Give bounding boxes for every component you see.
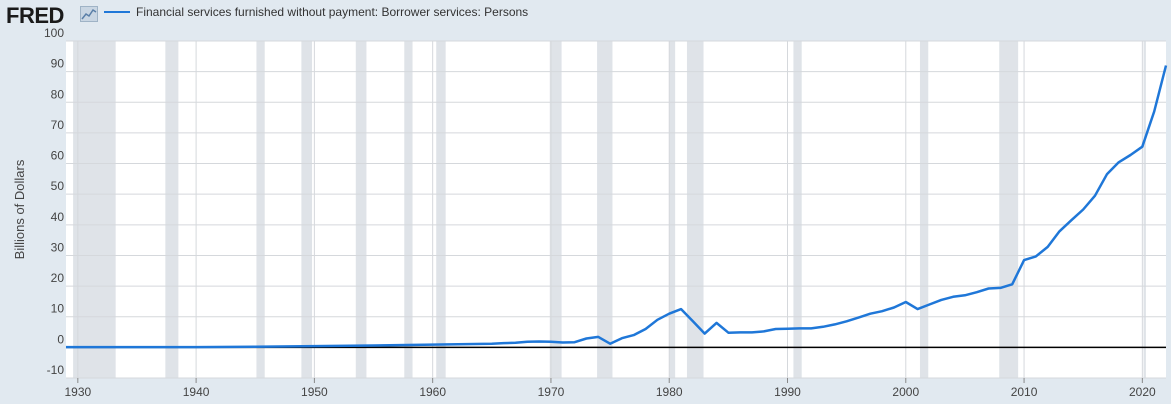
recession-band	[165, 41, 179, 378]
x-tick-label: 1930	[64, 385, 91, 399]
y-tick-label: 80	[51, 87, 65, 101]
recession-band	[73, 41, 116, 378]
recession-band	[999, 41, 1019, 378]
recession-band	[793, 41, 802, 378]
fred-logo[interactable]: FRED	[6, 3, 64, 28]
recession-band	[1143, 41, 1146, 378]
recession-band	[597, 41, 613, 378]
recession-shading	[73, 41, 1146, 378]
y-tick-label: 70	[51, 118, 65, 132]
y-tick-label: 90	[51, 57, 65, 71]
x-tick-label: 1950	[301, 385, 328, 399]
recession-band	[404, 41, 413, 378]
recession-band	[355, 41, 367, 378]
legend-line-swatch	[104, 11, 130, 13]
recession-band	[301, 41, 313, 378]
x-tick-label: 2020	[1129, 385, 1156, 399]
recession-band	[549, 41, 562, 378]
x-tick-label: 1970	[538, 385, 565, 399]
y-tick-label: -10	[47, 363, 65, 377]
recession-band	[436, 41, 446, 378]
x-tick-label: 1960	[419, 385, 446, 399]
x-tick-label: 1940	[183, 385, 210, 399]
chart-logo-icon	[80, 6, 98, 22]
x-tick-label: 2010	[1011, 385, 1038, 399]
chart-header: FRED Financial services furnished withou…	[0, 0, 1171, 34]
recession-band	[686, 41, 704, 378]
y-tick-label: 100	[44, 26, 64, 40]
y-tick-label: 50	[51, 179, 65, 193]
y-axis-ticks: -10 0 10 20 30 40 50 60 70 80 90 100	[44, 26, 64, 377]
series-line[interactable]	[66, 65, 1168, 349]
x-tick-label: 2000	[892, 385, 919, 399]
recession-band	[669, 41, 676, 378]
x-tick-label: 1990	[774, 385, 801, 399]
x-tick-label: 1980	[656, 385, 683, 399]
chart-legend: Financial services furnished without pay…	[104, 5, 528, 19]
plot-background	[66, 41, 1166, 378]
y-tick-label: 40	[51, 210, 65, 224]
y-tick-label: 0	[57, 332, 64, 346]
legend-label: Financial services furnished without pay…	[136, 5, 529, 19]
x-axis-ticks: 1930 1940 1950 1960 1970 1980 1990 2000 2010 2020	[64, 378, 1156, 399]
recession-band	[919, 41, 929, 378]
y-tick-label: 30	[51, 240, 65, 254]
y-tick-label: 10	[51, 302, 65, 316]
recession-band	[256, 41, 265, 378]
y-tick-label: 20	[51, 271, 65, 285]
y-tick-label: 60	[51, 149, 65, 163]
y-axis-title: Billions of Dollars	[12, 159, 27, 259]
